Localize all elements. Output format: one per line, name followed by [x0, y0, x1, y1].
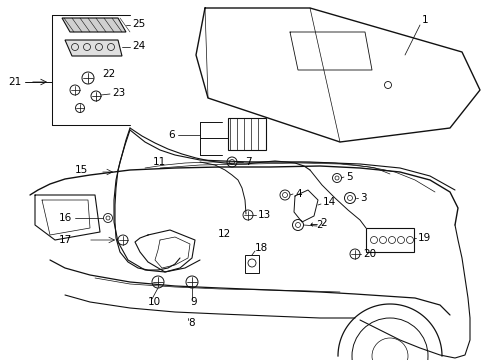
Polygon shape	[65, 40, 122, 56]
Text: 13: 13	[258, 210, 271, 220]
Polygon shape	[62, 18, 126, 32]
Text: 5: 5	[346, 172, 352, 182]
Text: 2: 2	[319, 218, 326, 228]
Bar	[227, 118, 265, 150]
Text: 1: 1	[421, 15, 428, 25]
Text: 12: 12	[218, 229, 231, 239]
Text: 24: 24	[132, 41, 145, 51]
Text: 10: 10	[148, 297, 161, 307]
Text: 9: 9	[190, 297, 196, 307]
Text: 3: 3	[359, 193, 366, 203]
Bar	[365, 228, 413, 252]
Text: 25: 25	[132, 19, 145, 29]
Text: 22: 22	[102, 69, 115, 79]
Text: 21: 21	[8, 77, 21, 87]
Text: 6: 6	[168, 130, 175, 140]
Text: 8: 8	[187, 318, 194, 328]
Text: 7: 7	[244, 157, 251, 167]
Text: 18: 18	[254, 243, 268, 253]
Text: ←2: ←2	[309, 220, 324, 230]
Text: 11: 11	[153, 157, 166, 167]
Text: 15: 15	[75, 165, 88, 175]
Text: 19: 19	[417, 233, 430, 243]
Text: 4: 4	[294, 189, 301, 199]
Text: 17: 17	[59, 235, 72, 245]
Text: 14: 14	[323, 197, 336, 207]
Text: 23: 23	[112, 88, 125, 98]
Bar	[244, 255, 259, 273]
Text: 16: 16	[59, 213, 72, 223]
Text: 20: 20	[362, 249, 375, 259]
